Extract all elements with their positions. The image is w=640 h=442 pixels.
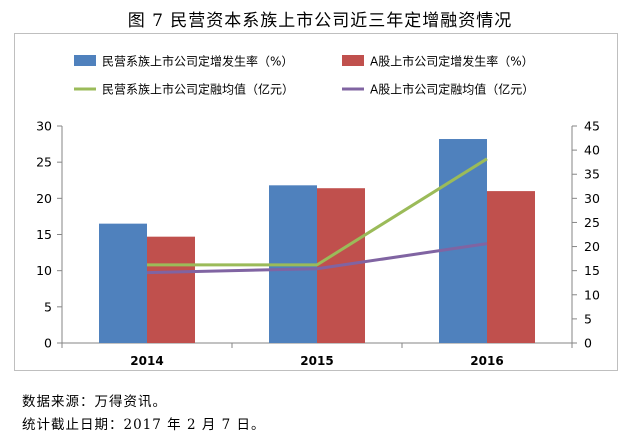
right-tick-label: 35 (584, 167, 600, 182)
line-private-group-mean (147, 157, 488, 267)
left-tick-label: 15 (36, 227, 52, 242)
cutoff-note: 统计截止日期：2017 年 2 月 7 日。 (22, 417, 266, 433)
legend-label: A股上市公司定融均值（亿元） (370, 82, 534, 97)
left-tick-label: 0 (44, 336, 52, 351)
line-a-share-mean (146, 242, 488, 275)
right-tick-label: 5 (584, 311, 592, 326)
legend-label: 民营系族上市公司定增发生率（%） (102, 54, 293, 69)
x-tick-label: 2016 (470, 354, 503, 368)
right-tick-label: 45 (584, 119, 600, 134)
right-tick-label: 25 (584, 215, 600, 230)
left-tick-label: 30 (36, 119, 52, 134)
chart-frame (14, 33, 618, 371)
left-tick-label: 10 (36, 263, 52, 278)
right-tick-label: 10 (584, 287, 600, 302)
x-tick-label: 2014 (130, 354, 163, 368)
source-note: 数据来源：万得资讯。 (22, 394, 167, 410)
legend-label: A股上市公司定增发生率（%） (370, 54, 534, 69)
legend-label: 民营系族上市公司定融均值（亿元） (102, 82, 294, 97)
left-tick-label: 5 (44, 299, 52, 314)
bar-a-share (487, 191, 535, 343)
right-tick-label: 40 (584, 143, 600, 158)
left-tick-label: 20 (36, 191, 52, 206)
right-tick-label: 20 (584, 239, 600, 254)
x-tick-label: 2015 (300, 354, 333, 368)
right-tick-label: 15 (584, 263, 600, 278)
left-tick-label: 25 (36, 155, 52, 170)
bar-private-group (439, 139, 487, 343)
right-tick-label: 0 (584, 336, 592, 351)
legend-swatch (342, 55, 364, 66)
bar-a-share (147, 236, 195, 343)
bar-private-group (99, 223, 147, 343)
right-tick-label: 30 (584, 191, 600, 206)
legend-swatch (74, 55, 96, 66)
figure-title: 图 7 民营资本系族上市公司近三年定增融资情况 (127, 11, 513, 31)
